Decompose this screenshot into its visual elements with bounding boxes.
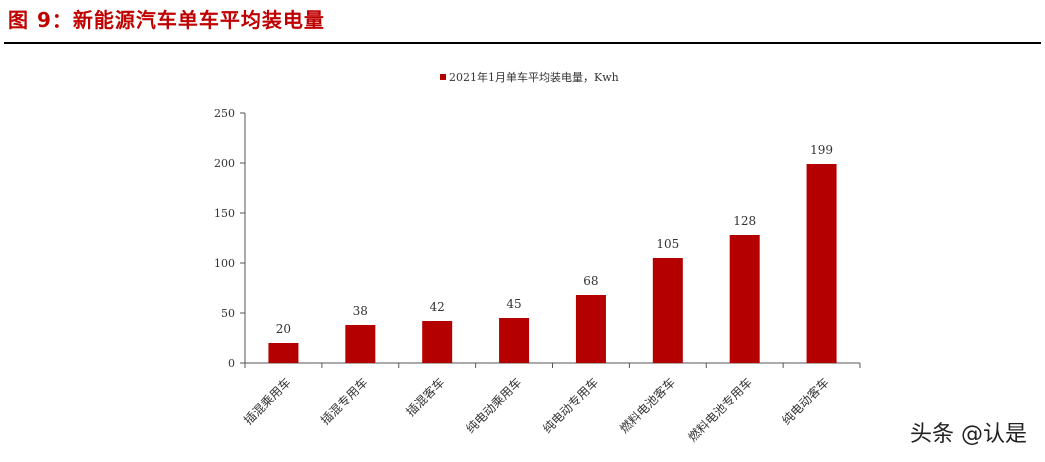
x-category-label: 插混客车 — [403, 375, 448, 420]
y-tick-label: 200 — [214, 157, 235, 170]
y-tick-label: 50 — [221, 307, 235, 320]
watermark: 头条 @认是 — [910, 422, 1027, 447]
y-tick-label: 250 — [214, 107, 235, 120]
data-label: 45 — [506, 297, 521, 311]
data-label: 128 — [733, 214, 756, 228]
y-tick-label: 0 — [228, 357, 235, 370]
y-tick-label: 150 — [214, 207, 235, 220]
bar — [729, 235, 760, 363]
x-category-label: 纯电动乘用车 — [463, 375, 525, 437]
bar — [806, 164, 837, 363]
bar — [652, 258, 683, 363]
legend: 2021年1月单车平均装电量，Kwh — [440, 70, 619, 84]
data-label: 68 — [583, 274, 598, 288]
data-label: 42 — [430, 300, 445, 314]
data-label: 38 — [353, 304, 368, 318]
bar — [345, 325, 376, 363]
bar — [575, 295, 606, 363]
x-category-label: 燃料电池专用车 — [685, 375, 755, 445]
bar — [268, 343, 299, 363]
data-label: 20 — [276, 322, 291, 336]
title-divider — [4, 42, 1041, 44]
data-label: 105 — [656, 237, 679, 251]
x-category-label: 燃料电池客车 — [616, 375, 678, 437]
x-category-label: 插混乘用车 — [241, 375, 294, 428]
legend-swatch — [440, 74, 446, 80]
data-label: 199 — [810, 143, 833, 157]
figure-title: 图 9：新能源汽车单车平均装电量 — [8, 8, 325, 32]
bar — [499, 318, 530, 363]
y-tick-label: 100 — [214, 257, 235, 270]
x-category-label: 纯电动客车 — [779, 375, 832, 428]
x-category-label: 纯电动专用车 — [540, 375, 602, 437]
x-category-label: 插混专用车 — [317, 375, 370, 428]
bar — [422, 321, 453, 363]
legend-label: 2021年1月单车平均装电量，Kwh — [449, 70, 619, 84]
